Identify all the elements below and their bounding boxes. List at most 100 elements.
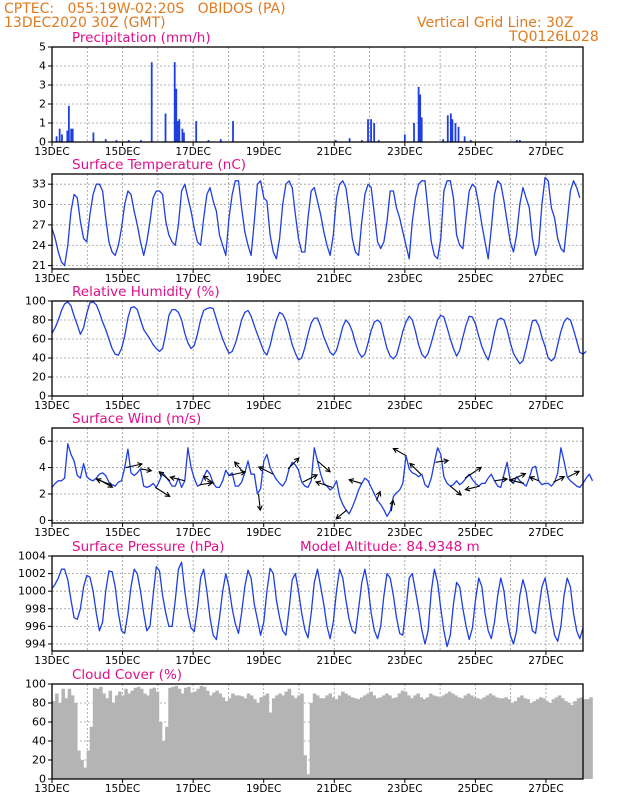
x-tick-label: 23DEC [387,527,422,539]
product-code: TQ0126L028 [509,29,599,45]
cloud-bar [152,687,157,779]
cloud-bar [416,693,421,779]
cloud-bar [202,686,207,779]
precip-bar [219,139,222,142]
precip-bar [515,140,518,142]
cloud-bar [334,699,339,779]
cloud-bar [121,695,125,779]
cloud-bar [146,695,150,779]
precip-bar [183,132,185,142]
y-tick-label: 2 [39,98,46,111]
cloud-bar [111,703,116,779]
x-tick-label: 17DEC [175,400,210,412]
cloud-bar [510,703,515,779]
x-tick-label: 25DEC [458,655,493,667]
cloud-bar [482,697,486,779]
cloud-bar [425,697,430,779]
panel-pressure: 994 996 998 1000 1002 1004 13DEC 15DEC 17DEC 19DE… [18,539,584,667]
cloud-bar [466,693,471,779]
cloud-bar [77,750,81,779]
x-tick-label: 21DEC [317,783,352,795]
wind-arrow [494,478,508,482]
x-tick-label: 15DEC [105,400,140,412]
wind-arrow-head [476,466,483,473]
precip-bar [150,62,153,143]
wind-arrow-head [169,475,176,481]
cloud-bar [385,693,389,779]
cloud-bar [287,688,292,779]
x-tick-label: 23DEC [387,783,422,795]
cloud-bar [303,755,307,779]
x-tick-label: 19DEC [246,783,281,795]
precip-bar [67,105,70,142]
precip-bar [449,113,452,142]
precip-bar [140,140,142,142]
y-tick-label: 40 [32,352,46,365]
cloud-bar [271,698,276,779]
cloud-bar [297,695,301,779]
panel-title: Surface Wind (m/s) [72,411,201,427]
x-tick-label: 19DEC [246,655,281,667]
model-altitude-note: Model Altitude: 84.9348 m [300,539,480,555]
cloud-bar [391,698,395,779]
wind-arrow-head [574,470,581,476]
cloud-bar [488,693,493,779]
panel-title: Precipitation (mm/h) [72,30,211,46]
cloud-bar [444,693,449,779]
wind-arrow [234,461,245,474]
y-tick-label: 60 [32,333,46,346]
wind-arrow [140,468,152,472]
cloud-bar [429,693,433,779]
cloud-bar [529,703,534,779]
wind-arrow [257,493,261,511]
cloud-bar [174,685,179,779]
run-date: 13DEC2020 30Z (GMT) [4,15,166,31]
cloud-bar [92,687,97,779]
precip-bar [104,139,107,142]
wind-arrow [568,470,580,478]
cloud-bar [520,695,524,779]
cloud-bar [183,687,188,779]
cloud-bar [570,704,574,779]
precip-bar [195,121,198,142]
cloud-bar [281,695,285,779]
cloud-bar [309,703,314,779]
wind-arrow-head [389,499,396,506]
wind-arrow-head [520,472,527,478]
wind-arrow-head [502,476,509,483]
panel-title: Surface Pressure (hPa) [72,539,225,555]
panel-frame [51,427,584,524]
x-tick-label: 19DEC [246,273,281,285]
precip-bar [370,119,372,142]
wind-arrow-head [348,478,355,484]
panel-frame [51,683,584,780]
x-tick-label: 27DEC [528,527,563,539]
x-tick-label: 25DEC [458,400,493,412]
cloud-bar [300,693,304,779]
cloud-bar [328,693,333,779]
cloud-bar [136,686,141,779]
panel-cloud: 0 20 40 60 80 100 13DEC 15DEC 17DEC 19DEC 21DEC 23D… [25,667,593,795]
cloud-bar [187,686,191,779]
y-tick-label: 0 [39,136,46,149]
wind-arrow [199,482,213,486]
precip-bar [127,140,130,142]
cloud-bar [469,695,474,779]
y-tick-label: 30 [32,198,46,211]
wind-arrow [335,509,348,520]
wind-arrow-head [409,462,415,469]
wind-arrow-head [312,474,319,480]
wind-arrow [509,479,525,484]
wind-arrow-head [559,475,566,482]
y-tick-label: 0 [39,390,46,403]
cloud-bar [491,695,496,779]
y-tick-label: 33 [32,178,46,191]
wind-arrow [315,481,333,488]
cloud-bar [447,691,452,779]
cloud-bar [366,693,370,779]
y-tick-label: 4 [39,60,46,73]
cloud-bar [460,698,465,779]
y-tick-label: 994 [25,637,46,650]
wind-arrow [465,485,480,491]
y-tick-label: 5 [39,41,46,54]
